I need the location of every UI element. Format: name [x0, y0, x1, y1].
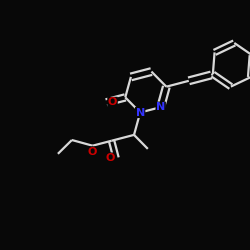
Text: N: N — [136, 108, 145, 118]
Text: O: O — [105, 153, 115, 163]
Text: N: N — [156, 102, 165, 112]
Text: O: O — [88, 147, 97, 157]
Text: O: O — [108, 97, 117, 107]
